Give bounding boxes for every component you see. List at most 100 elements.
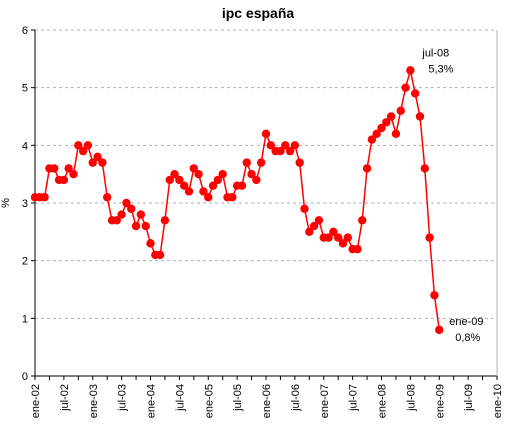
data-point [305, 227, 314, 237]
x-tick-label: ene-05 [203, 384, 215, 418]
data-point [324, 233, 333, 242]
data-point [141, 221, 150, 231]
data-point [40, 193, 49, 202]
data-point [435, 325, 444, 335]
data-point [362, 164, 372, 173]
y-axis-label: % [0, 198, 12, 208]
data-point [155, 250, 165, 260]
x-tick-label: ene-09 [434, 384, 446, 418]
data-point [122, 198, 131, 208]
data-point [112, 216, 122, 225]
data-point [382, 118, 391, 127]
data-point [199, 187, 208, 196]
data-point [228, 193, 237, 202]
data-point [69, 169, 78, 179]
y-tick-label: 1 [22, 313, 28, 325]
data-point [300, 204, 309, 213]
x-tick-label: ene-06 [261, 384, 273, 418]
annotations: jul-08 5,3% ene-09 0,8% [421, 47, 483, 344]
data-point [386, 112, 396, 121]
x-tick-label: ene-02 [30, 384, 42, 418]
data-point [343, 233, 353, 242]
annotation-value: 0,8% [455, 332, 480, 344]
data-point [175, 175, 184, 185]
data-point [338, 239, 348, 248]
data-point [281, 141, 290, 150]
data-point [204, 193, 213, 202]
data-point [78, 146, 88, 156]
data-point [242, 158, 251, 167]
x-tick-label: jul-02 [59, 384, 71, 412]
y-tick-label: 0 [22, 371, 28, 383]
data-point [252, 175, 261, 185]
data-point [160, 216, 170, 225]
data-point [208, 181, 218, 190]
data-point [358, 216, 367, 225]
data-point [88, 158, 97, 167]
x-tick-label: jul-03 [117, 384, 129, 412]
annotation-label: ene-09 [449, 316, 483, 328]
data-point [333, 233, 343, 242]
gridlines [35, 29, 497, 319]
axes: 0 1 2 3 4 5 6 ene-02 jul-02 ene-03 jul-03 ene-04 jul… [22, 25, 504, 418]
chart-title: ipc españa [222, 5, 295, 21]
annotation-label: jul-08 [421, 47, 449, 59]
data-point [74, 141, 83, 150]
x-tick-label: jul-04 [174, 384, 186, 412]
data-point [102, 193, 112, 202]
x-tick-label: jul-09 [463, 384, 475, 412]
data-point [83, 141, 93, 150]
x-tick-label: ene-03 [88, 384, 100, 418]
x-tick-label: jul-07 [348, 384, 360, 412]
x-tick-label: ene-07 [319, 384, 331, 418]
data-point [127, 204, 136, 213]
data-point [285, 146, 295, 156]
y-tick-label: 4 [22, 140, 28, 152]
data-point [50, 164, 59, 173]
data-point [430, 291, 439, 300]
data-point [117, 210, 126, 219]
x-tick-label: jul-06 [290, 384, 302, 412]
data-point [401, 83, 410, 92]
data-point [309, 221, 319, 231]
y-tick-label: 5 [22, 83, 28, 95]
annotation-value: 5,3% [428, 63, 453, 75]
data-point [372, 129, 381, 138]
data-point [256, 158, 266, 167]
data-point [420, 164, 430, 173]
data-point [295, 158, 304, 167]
data-point [314, 216, 324, 225]
x-tick-label: jul-08 [405, 384, 417, 412]
data-point [410, 89, 420, 98]
data-point [276, 146, 285, 156]
data-point [194, 169, 203, 179]
y-tick-label: 3 [22, 198, 28, 210]
data-point [218, 169, 227, 179]
y-tick-label: 2 [22, 256, 28, 268]
data-point [93, 152, 102, 162]
data-point [146, 239, 155, 248]
data-point [136, 210, 146, 219]
data-point [131, 221, 141, 231]
data-point [329, 227, 338, 237]
data-point [391, 129, 401, 138]
data-point [367, 135, 377, 144]
series-points [30, 66, 444, 335]
x-tick-label: ene-10 [492, 384, 504, 418]
data-point [98, 158, 107, 167]
data-point [59, 175, 69, 185]
series-polyline [35, 70, 440, 330]
data-point [189, 164, 199, 173]
data-point [406, 66, 415, 75]
data-point [261, 129, 271, 138]
data-point [170, 169, 179, 179]
x-tick-label: ene-04 [146, 384, 158, 418]
data-point [247, 169, 256, 179]
x-tick-label: jul-05 [232, 384, 244, 412]
data-point [353, 244, 362, 254]
data-point [184, 187, 194, 196]
data-point [165, 175, 174, 185]
data-point [425, 233, 434, 242]
data-point [266, 141, 276, 150]
